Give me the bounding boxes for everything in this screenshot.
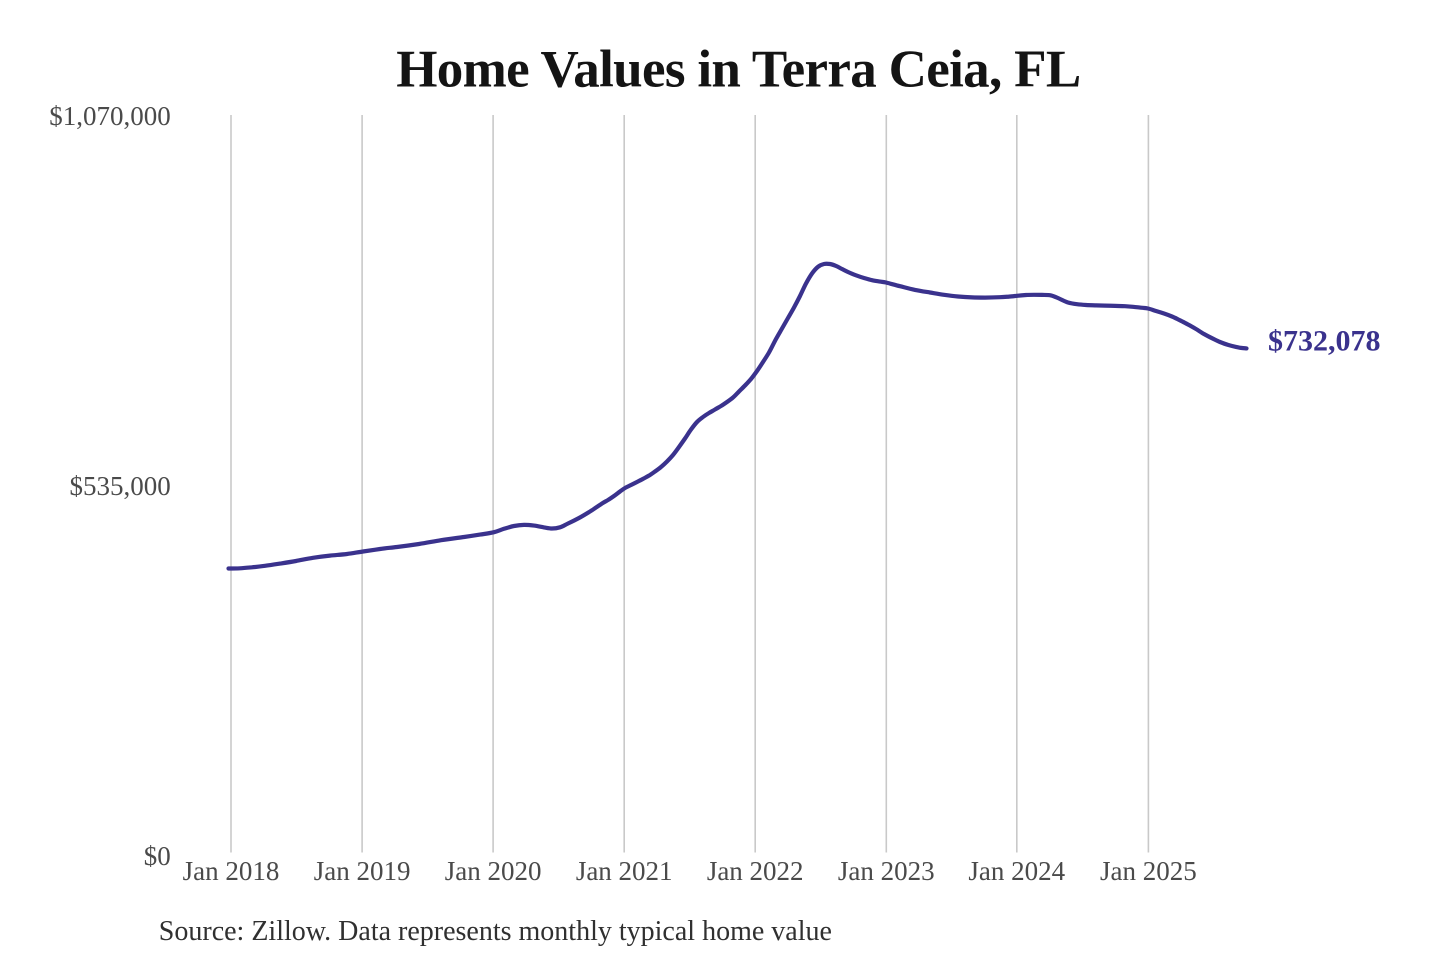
svg-text:$535,000: $535,000 [70,471,171,501]
svg-text:Home Values in Terra Ceia, FL: Home Values in Terra Ceia, FL [396,41,1081,99]
svg-text:$1,070,000: $1,070,000 [49,101,171,131]
svg-text:Source: Zillow. Data represent: Source: Zillow. Data represents monthly … [159,916,832,947]
svg-text:Jan 2018: Jan 2018 [183,856,280,886]
svg-text:Jan 2019: Jan 2019 [314,856,411,886]
svg-text:Jan 2022: Jan 2022 [707,856,804,886]
svg-text:Jan 2025: Jan 2025 [1100,856,1197,886]
svg-text:Jan 2021: Jan 2021 [576,856,673,886]
svg-text:Jan 2024: Jan 2024 [968,856,1065,886]
svg-text:Jan 2020: Jan 2020 [445,856,542,886]
svg-text:$0: $0 [144,841,171,871]
svg-text:$732,078: $732,078 [1268,325,1381,358]
svg-text:Jan 2023: Jan 2023 [838,856,935,886]
